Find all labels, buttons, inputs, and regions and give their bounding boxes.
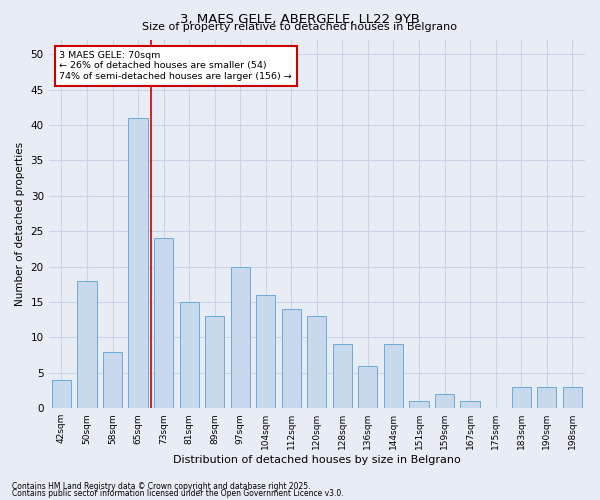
Bar	[537, 387, 556, 408]
Bar	[435, 394, 454, 408]
Bar	[460, 401, 479, 408]
Bar	[307, 316, 326, 408]
Bar	[230, 266, 250, 408]
Bar	[282, 309, 301, 408]
Bar	[256, 295, 275, 408]
Bar	[409, 401, 428, 408]
Y-axis label: Number of detached properties: Number of detached properties	[15, 142, 25, 306]
Bar	[154, 238, 173, 408]
Bar	[103, 352, 122, 408]
Bar	[358, 366, 377, 408]
X-axis label: Distribution of detached houses by size in Belgrano: Distribution of detached houses by size …	[173, 455, 461, 465]
Bar	[52, 380, 71, 408]
Text: Size of property relative to detached houses in Belgrano: Size of property relative to detached ho…	[143, 22, 458, 32]
Bar	[384, 344, 403, 408]
Bar	[563, 387, 582, 408]
Bar	[333, 344, 352, 408]
Bar	[205, 316, 224, 408]
Bar	[179, 302, 199, 408]
Bar	[128, 118, 148, 408]
Text: Contains public sector information licensed under the Open Government Licence v3: Contains public sector information licen…	[12, 489, 344, 498]
Text: 3 MAES GELE: 70sqm
← 26% of detached houses are smaller (54)
74% of semi-detache: 3 MAES GELE: 70sqm ← 26% of detached hou…	[59, 51, 292, 81]
Bar	[512, 387, 531, 408]
Text: 3, MAES GELE, ABERGELE, LL22 9YB: 3, MAES GELE, ABERGELE, LL22 9YB	[180, 12, 420, 26]
Bar	[77, 281, 97, 408]
Text: Contains HM Land Registry data © Crown copyright and database right 2025.: Contains HM Land Registry data © Crown c…	[12, 482, 311, 491]
